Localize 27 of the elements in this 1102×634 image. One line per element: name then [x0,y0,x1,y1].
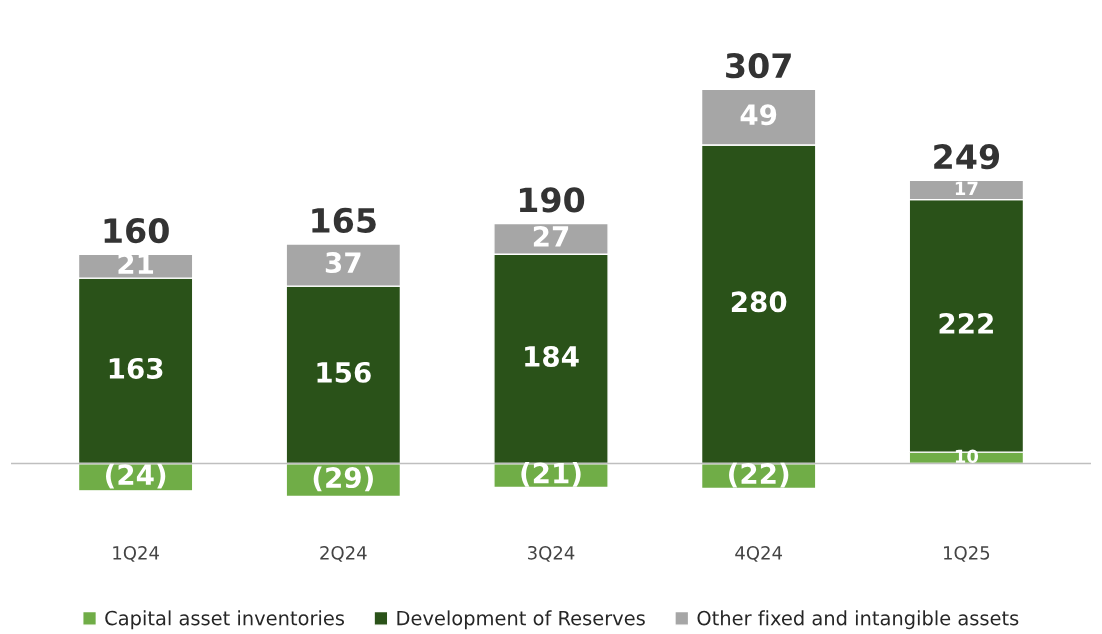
legend-label: Other fixed and intangible assets [697,610,1019,630]
data-label: 163 [109,357,163,379]
total-label: 160 [104,218,169,244]
data-label: (22) [729,462,789,488]
total-label: 307 [726,53,791,79]
x-tick-label: 3Q24 [528,545,575,562]
data-label: 37 [325,252,361,274]
data-label: 222 [939,312,993,334]
total-label: 249 [934,144,1000,170]
x-tick-label: 1Q25 [944,545,990,562]
data-label: 280 [731,291,787,313]
total-label: 165 [312,207,376,233]
data-label: 49 [740,104,777,126]
x-tick-label: 2Q24 [320,545,367,562]
data-label: 184 [525,345,579,367]
data-label: (24) [106,463,166,489]
x-tick-label: 4Q24 [735,545,783,562]
data-label: 156 [317,361,371,383]
legend-label: Capital asset inventories [105,610,345,630]
legend-label: Development of Reserves [397,610,645,630]
data-label: 10 [955,449,979,464]
total-label: 190 [519,187,585,213]
data-label: 27 [533,225,569,247]
data-label: (21) [521,462,581,487]
data-label: 17 [955,181,978,195]
x-tick-label: 1Q24 [113,545,159,562]
data-label: (29) [313,466,373,492]
